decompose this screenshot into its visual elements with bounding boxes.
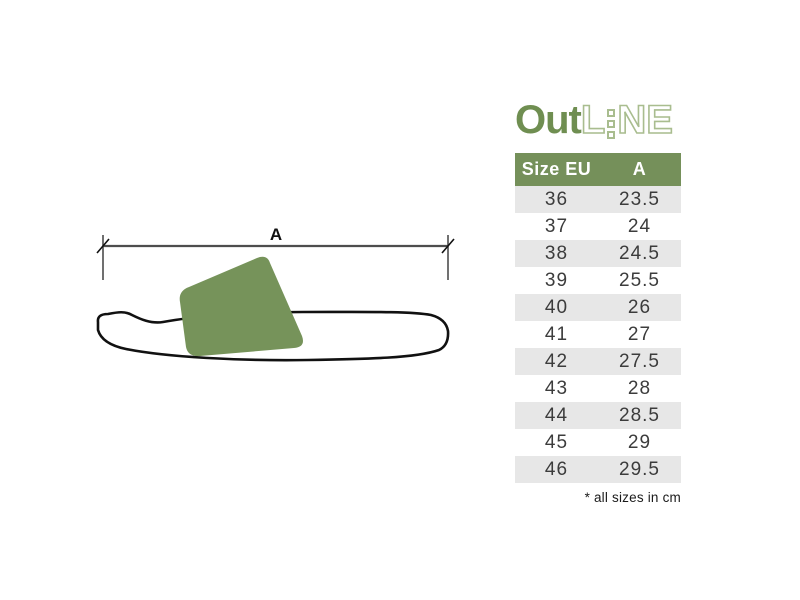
logo-i-dash	[607, 120, 616, 128]
table-row: 37 24	[515, 213, 681, 240]
table-row: 45 29	[515, 429, 681, 456]
dimension-label: A	[270, 225, 282, 244]
size-eu-cell: 43	[544, 377, 569, 399]
length-cm-cell: 27	[627, 323, 652, 345]
length-cm-cell: 23.5	[619, 188, 660, 210]
table-row: 41 27	[515, 321, 681, 348]
size-eu-cell: 46	[544, 458, 569, 480]
length-cm-cell: 29	[627, 431, 652, 453]
size-eu-cell: 45	[544, 431, 569, 453]
size-eu-cell: 40	[544, 296, 569, 318]
logo-i-dash	[607, 109, 616, 117]
size-eu-cell: 36	[544, 188, 569, 210]
size-eu-cell: 38	[544, 242, 569, 264]
right-panel: Out L NE Size EU A 36 23.5 37 24 38 24.5 39 25.…	[515, 98, 681, 505]
brand-logo: Out L NE	[515, 98, 681, 142]
length-cm-cell: 29.5	[619, 458, 660, 480]
logo-text-solid: Out	[515, 98, 582, 142]
sandal-strap	[179, 256, 303, 357]
table-row: 42 27.5	[515, 348, 681, 375]
table-row: 36 23.5	[515, 186, 681, 213]
sandal-drawing-svg: A	[96, 225, 455, 362]
logo-text-outline-ne: NE	[617, 98, 674, 142]
units-footnote: * all sizes in cm	[584, 490, 681, 505]
dimension-lines	[102, 235, 449, 280]
table-row: 46 29.5	[515, 456, 681, 483]
table-row: 43 28	[515, 375, 681, 402]
size-table-header: Size EU A	[515, 153, 681, 186]
header-measurement-a: A	[632, 159, 647, 179]
header-size-eu: Size EU	[521, 159, 592, 179]
length-cm-cell: 24	[627, 215, 652, 237]
logo-text-outline-l: L	[580, 98, 606, 142]
length-cm-cell: 28.5	[619, 404, 660, 426]
table-row: 38 24.5	[515, 240, 681, 267]
table-row: 40 26	[515, 294, 681, 321]
size-eu-cell: 44	[544, 404, 569, 426]
size-eu-cell: 42	[544, 350, 569, 372]
table-row: 44 28.5	[515, 402, 681, 429]
size-eu-cell: 37	[544, 215, 569, 237]
size-table-body: 36 23.5 37 24 38 24.5 39 25.5 40 26 41 27 42 27.5 43 28…	[515, 186, 681, 483]
length-cm-cell: 28	[627, 377, 652, 399]
length-cm-cell: 27.5	[619, 350, 660, 372]
dimension-tick-marks	[96, 238, 455, 254]
length-cm-cell: 25.5	[619, 269, 660, 291]
logo-dashed-i	[607, 109, 616, 139]
logo-i-dash	[607, 131, 616, 139]
size-eu-cell: 39	[544, 269, 569, 291]
size-table: Size EU A 36 23.5 37 24 38 24.5 39 25.5 40 26 41 27…	[515, 153, 681, 483]
table-row: 39 25.5	[515, 267, 681, 294]
length-cm-cell: 24.5	[619, 242, 660, 264]
sandal-drawing: A	[88, 218, 466, 388]
length-cm-cell: 26	[627, 296, 652, 318]
size-eu-cell: 41	[544, 323, 569, 345]
